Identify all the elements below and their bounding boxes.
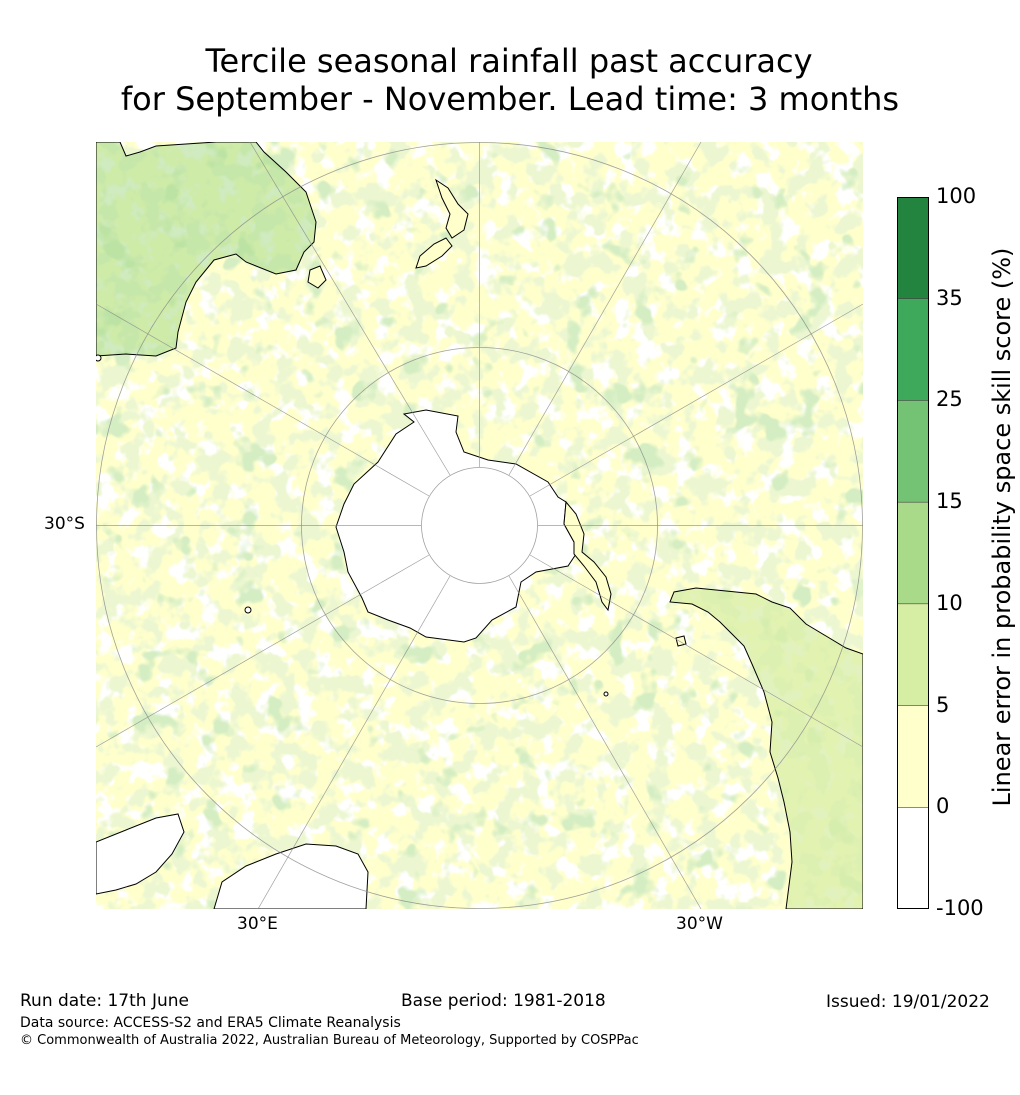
colorbar-tick-label: 35 xyxy=(936,285,963,310)
australia xyxy=(96,142,317,357)
colorbar-bin xyxy=(897,400,929,503)
africa xyxy=(96,813,185,895)
lon-label-30e: 30°E xyxy=(237,914,278,934)
colorbar-tick-label: 10 xyxy=(936,590,963,615)
island xyxy=(96,354,102,362)
colorbar-tick-label: 5 xyxy=(936,692,950,717)
south-america xyxy=(669,587,863,909)
colorbar-tick-label: 100 xyxy=(936,184,977,208)
data-source: Data source: ACCESS-S2 and ERA5 Climate … xyxy=(20,1015,401,1031)
antarctica xyxy=(335,409,577,643)
colorbar-tick-label: 25 xyxy=(936,387,963,412)
south-polar-map xyxy=(96,142,863,909)
lat-label-30s: 30°S xyxy=(44,514,85,534)
title-line-2: for September - November. Lead time: 3 m… xyxy=(120,80,900,118)
meridian xyxy=(249,142,451,476)
meridian xyxy=(508,575,702,909)
colorbar-bin xyxy=(897,603,929,707)
colorbar-bin xyxy=(897,502,929,605)
meridian xyxy=(257,575,451,909)
new-zealand-south xyxy=(415,237,453,269)
colorbar-bin xyxy=(897,298,929,401)
falklands xyxy=(675,635,687,647)
colorbar-tick-label: 15 xyxy=(936,489,963,514)
run-date: Run date: 17th June xyxy=(20,991,189,1011)
colorbar-bin xyxy=(897,705,929,808)
copyright: © Commonwealth of Australia 2022, Austra… xyxy=(20,1033,639,1048)
meridian xyxy=(529,554,863,748)
colorbar xyxy=(897,197,929,909)
colorbar-bin xyxy=(897,197,929,300)
meridian xyxy=(508,142,702,476)
meridian xyxy=(96,554,430,748)
southern-africa xyxy=(213,843,369,909)
issued-date: Issued: 19/01/2022 xyxy=(826,992,990,1012)
meridian xyxy=(96,303,430,497)
island xyxy=(244,606,252,614)
title-line-1: Tercile seasonal rainfall past accuracy xyxy=(205,42,813,80)
colorbar-bin xyxy=(897,807,929,909)
lon-label-30w: 30°W xyxy=(676,914,723,934)
latitude-circle-80s xyxy=(421,467,538,584)
base-period: Base period: 1981-2018 xyxy=(401,991,606,1011)
island xyxy=(603,691,609,697)
tasmania xyxy=(307,265,327,289)
colorbar-label: Linear error in probability space skill … xyxy=(988,247,1016,807)
colorbar-tick-label: -100 xyxy=(936,896,984,920)
new-zealand-north xyxy=(435,178,469,239)
colorbar-tick-label: 0 xyxy=(936,794,950,819)
antarctic-peninsula xyxy=(563,500,612,612)
meridian xyxy=(529,303,863,497)
